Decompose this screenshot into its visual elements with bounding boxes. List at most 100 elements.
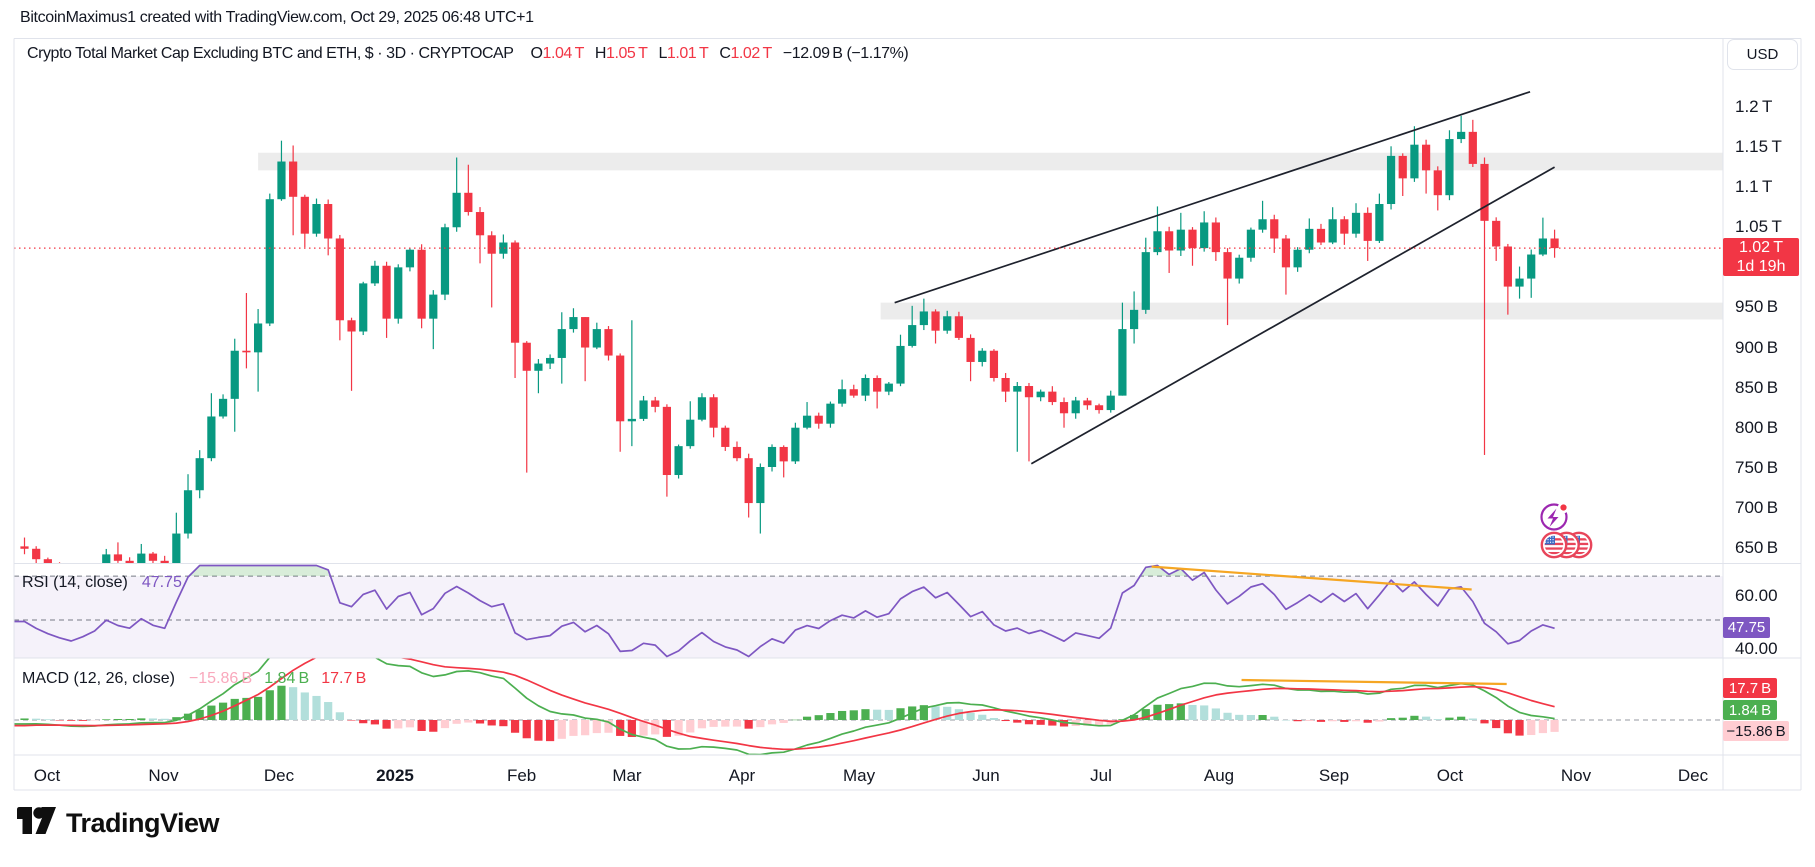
candle-body [1118,329,1127,396]
macd-histogram-bar [1515,720,1524,736]
time-axis-label[interactable]: Apr [728,766,756,785]
macd-histogram-bar [651,720,660,735]
macd-histogram-bar [1340,720,1349,722]
macd-histogram-bar [429,720,438,732]
candle-wick [164,555,166,564]
candle-body [1200,222,1209,249]
candle-body [137,553,146,564]
macd-legend[interactable]: MACD (12, 26, close) −15.86 B 1.84 B 17.7 B [22,670,366,688]
macd-histogram-bar [1527,720,1536,736]
time-axis-label[interactable]: Dec [263,766,295,785]
candle-body [90,567,98,573]
symbol-title[interactable]: Crypto Total Market Cap Excluding BTC an… [27,45,514,62]
candle-body [148,553,158,561]
time-axis-label[interactable]: Oct [1436,766,1464,785]
macd-histogram-bar [814,715,823,720]
macd-histogram-bar [148,718,158,720]
macd-histogram-bar [160,718,169,720]
macd-histogram-bar [300,692,309,720]
candle-body [510,242,520,343]
candle-body [499,242,508,254]
candle-body [1094,405,1104,411]
time-axis-label[interactable]: Jun [972,766,1000,785]
candle-body [697,397,707,420]
candle-body [1188,229,1197,249]
last-price-value: 1.02 T [1738,239,1784,256]
chart-shape [1550,541,1552,543]
macd-histogram-bar [721,720,730,727]
candle-body [43,559,52,564]
time-axis-label[interactable]: Sep [1318,766,1350,785]
candle-body [1223,252,1232,279]
candle-body [1538,238,1547,255]
legend-o-label: O [530,45,543,62]
macd-histogram-bar [510,720,520,733]
resistance-zone-1 [258,152,1723,171]
candle-body [767,446,777,467]
macd-histogram-bar [1083,720,1092,726]
rsi-title[interactable]: RSI (14, close) [22,574,128,591]
macd-histogram-bar [452,720,461,724]
candle-body [1316,228,1326,243]
tradingview-logo[interactable]: TradingView [15,806,220,840]
time-axis-label[interactable]: Jul [1090,766,1112,785]
macd-title[interactable]: MACD (12, 26, close) [22,670,175,687]
candle-body [160,560,169,564]
rsi-overbought-fill [14,565,1555,577]
time-axis-label[interactable]: Dec [1677,766,1709,785]
time-axis-label[interactable]: Oct [33,766,61,785]
macd-histogram-bar [1258,714,1267,720]
macd-histogram-bar [1094,720,1104,726]
chart-shape [1565,536,1567,538]
time-axis-label[interactable]: Nov [148,766,179,785]
candle-body [440,227,450,295]
attribution-text: BitcoinMaximus1 created with TradingView… [20,9,534,26]
macd-histogram-bar [405,720,415,728]
time-axis-label[interactable]: May [842,766,876,785]
flash-event-bolt-icon [1547,508,1559,527]
macd-histogram-bar [1013,720,1022,723]
candle-body [1176,229,1185,251]
candle-body [475,212,485,236]
candle-body [1340,219,1349,234]
symbol-legend[interactable]: Crypto Total Market Cap Excluding BTC an… [27,45,909,63]
macd-histogram-bar [289,687,298,720]
chart-shape [1544,547,1564,550]
candle-body [1141,252,1150,310]
time-axis-label[interactable]: 2025 [376,766,414,785]
macd-histogram-bar [1375,720,1384,722]
macd-histogram-bar [312,695,321,720]
candle-wick [1226,248,1229,326]
candle-body [1363,212,1372,241]
rsi-legend[interactable]: RSI (14, close) 47.75 [22,574,182,592]
time-axis-label[interactable]: Feb [506,766,537,785]
candle-wick [1261,200,1264,233]
legend-c-label: C [719,45,731,62]
macd-histogram-bar [767,720,777,725]
time-axis-label[interactable]: Nov [1560,766,1592,785]
macd-histogram-bar [826,713,835,720]
macd-histogram-bar [1153,704,1162,720]
time-axis-label[interactable]: Aug [1203,766,1235,785]
time-axis-label[interactable]: Mar [612,766,642,785]
macd-histogram-bar [639,720,648,736]
macd-histogram-bar [1468,718,1477,720]
price-tick-label: 1.2 T [1735,97,1773,116]
candle-body [277,161,286,200]
macd-histogram-bar [1410,715,1419,720]
candle-body [1036,391,1045,398]
candle-body [732,446,742,459]
rsi-last-value-badge: 47.75 [1723,617,1770,638]
macd-histogram-bar [1281,719,1291,721]
macd-histogram-bar [1422,716,1431,720]
last-price-badge: 1.02 T 1d 19h [1723,238,1799,276]
currency-toggle-button[interactable]: USD [1727,39,1798,70]
candle-body [1375,204,1384,241]
macd-histogram-bar [265,690,274,720]
chart-event-icons [1540,501,1593,559]
macd-histogram-bar [802,716,812,720]
macd-histogram-bar [1305,720,1314,721]
currency-toggle-label: USD [1746,46,1779,63]
